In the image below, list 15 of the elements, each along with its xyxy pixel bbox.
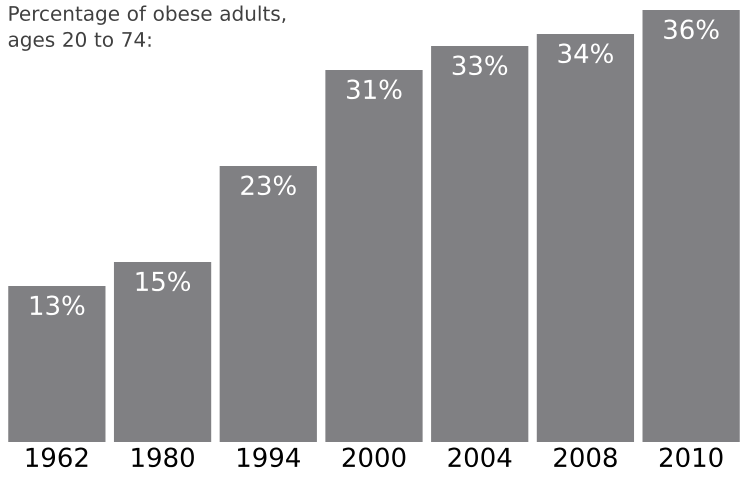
x-tick-label: 1994 xyxy=(238,448,300,468)
data-label: 36% xyxy=(664,20,719,40)
x-tick-label: 1962 xyxy=(26,448,88,468)
x-tick-label: 2004 xyxy=(448,448,512,468)
chart-title: Percentage of obese adults, ages 20 to 74: xyxy=(8,6,286,51)
x-tick-label: 2008 xyxy=(554,448,617,468)
data-label: 13% xyxy=(30,296,84,316)
data-label: 15% xyxy=(136,272,190,292)
data-label: 33% xyxy=(452,56,508,76)
x-tick-label: 2000 xyxy=(342,448,406,468)
data-label: 34% xyxy=(558,44,613,64)
x-tick-label: 1980 xyxy=(132,448,194,468)
data-label: 31% xyxy=(347,80,402,100)
data-label: 23% xyxy=(241,176,296,196)
x-tick-label: 2010 xyxy=(660,448,722,468)
